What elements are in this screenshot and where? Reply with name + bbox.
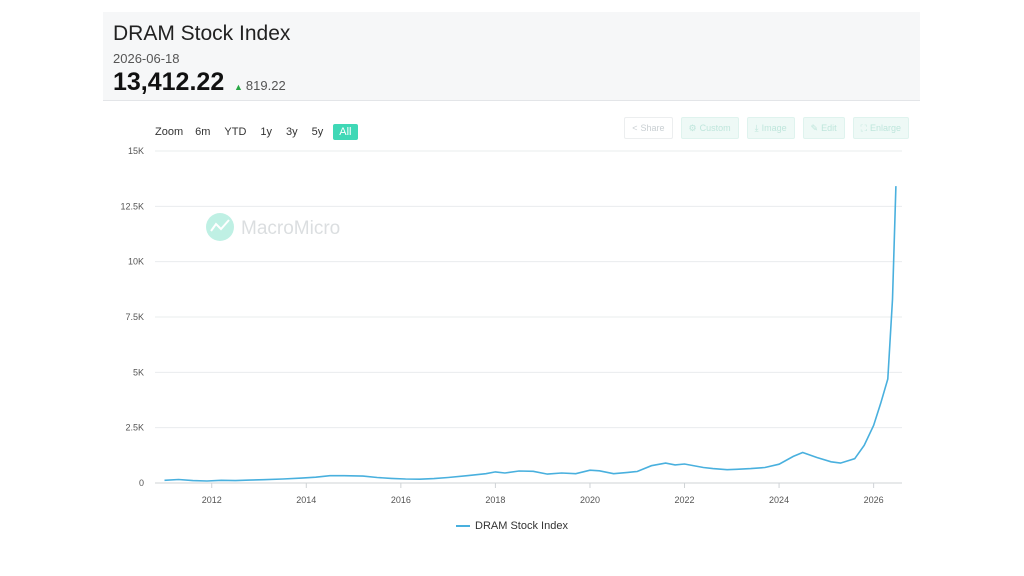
pencil-icon: ✎ xyxy=(810,122,819,133)
legend-swatch xyxy=(456,525,471,528)
edit-button[interactable]: ✎ Edit xyxy=(802,117,845,139)
x-tick-label: 2012 xyxy=(202,495,222,505)
latest-date: 2026-06-18 xyxy=(113,51,180,66)
change-amount: 819.22 xyxy=(245,78,286,93)
watermark-text: MacroMicro xyxy=(241,218,340,239)
up-arrow-icon: ▲ xyxy=(234,82,243,92)
share-label: Share xyxy=(640,123,665,133)
download-icon: ⤓ xyxy=(754,122,759,133)
y-tick-label: 7.5K xyxy=(125,312,144,322)
zoom-1y-button[interactable]: 1y xyxy=(260,126,273,138)
share-icon: < xyxy=(632,123,638,133)
zoom-ytd-button[interactable]: YTD xyxy=(224,126,247,138)
y-tick-label: 0 xyxy=(139,478,144,488)
grid-lines xyxy=(155,150,902,484)
x-tick-label: 2026 xyxy=(864,495,884,505)
enlarge-label: Enlarge xyxy=(869,123,901,133)
change-value: ▲ 819.22 xyxy=(234,78,286,93)
zoom-5y-button[interactable]: 5y xyxy=(311,126,324,138)
custom-button[interactable]: ⚙ Custom xyxy=(680,117,739,139)
y-tick-label: 15K xyxy=(128,146,144,156)
y-tick-label: 5K xyxy=(133,367,144,377)
x-tick-label: 2016 xyxy=(391,495,411,505)
x-tick-label: 2022 xyxy=(675,495,695,505)
chart-header: DRAM Stock Index 2026-06-18 13,412.22 ▲ 8… xyxy=(103,12,920,101)
zoom-all-button[interactable]: All xyxy=(333,124,358,140)
expand-icon: ⛶ xyxy=(860,122,867,133)
image-button[interactable]: ⤓ Image xyxy=(746,117,795,139)
watermark: MacroMicro xyxy=(206,213,340,241)
x-axis: 2012 2014 2016 2018 2020 2022 2024 2026 xyxy=(202,483,884,505)
chart-toolbar: < Share ⚙ Custom ⤓ Image ✎ Edit ⛶ Enlarge xyxy=(624,117,909,139)
edit-label: Edit xyxy=(821,123,837,133)
zoom-bar: Zoom 6m YTD 1y 3y 5y All xyxy=(155,124,364,140)
latest-value: 13,412.22 xyxy=(113,68,225,96)
enlarge-button[interactable]: ⛶ Enlarge xyxy=(852,117,909,139)
zoom-label: Zoom xyxy=(155,126,184,138)
series-line-dram-stock-index xyxy=(164,186,897,482)
logo-line-mark xyxy=(210,219,230,232)
legend-label: DRAM Stock Index xyxy=(475,520,568,532)
x-tick-label: 2024 xyxy=(769,495,789,505)
share-button[interactable]: < Share xyxy=(624,117,673,139)
image-label: Image xyxy=(761,123,787,133)
x-tick-label: 2014 xyxy=(296,495,316,505)
y-tick-label: 10K xyxy=(128,257,144,267)
legend[interactable]: DRAM Stock Index xyxy=(0,520,1024,532)
y-tick-label: 12.5K xyxy=(120,201,144,211)
y-axis: 0 2.5K 5K 7.5K 10K 12.5K 15K xyxy=(120,146,144,488)
x-tick-label: 2020 xyxy=(580,495,600,505)
custom-label: Custom xyxy=(699,123,731,133)
zoom-6m-button[interactable]: 6m xyxy=(195,126,211,138)
chart-title: DRAM Stock Index xyxy=(113,22,291,45)
zoom-3y-button[interactable]: 3y xyxy=(286,126,298,138)
macromicro-logo-icon xyxy=(206,213,234,241)
gear-icon: ⚙ xyxy=(688,122,697,133)
x-tick-label: 2018 xyxy=(485,495,505,505)
y-tick-label: 2.5K xyxy=(125,423,144,433)
